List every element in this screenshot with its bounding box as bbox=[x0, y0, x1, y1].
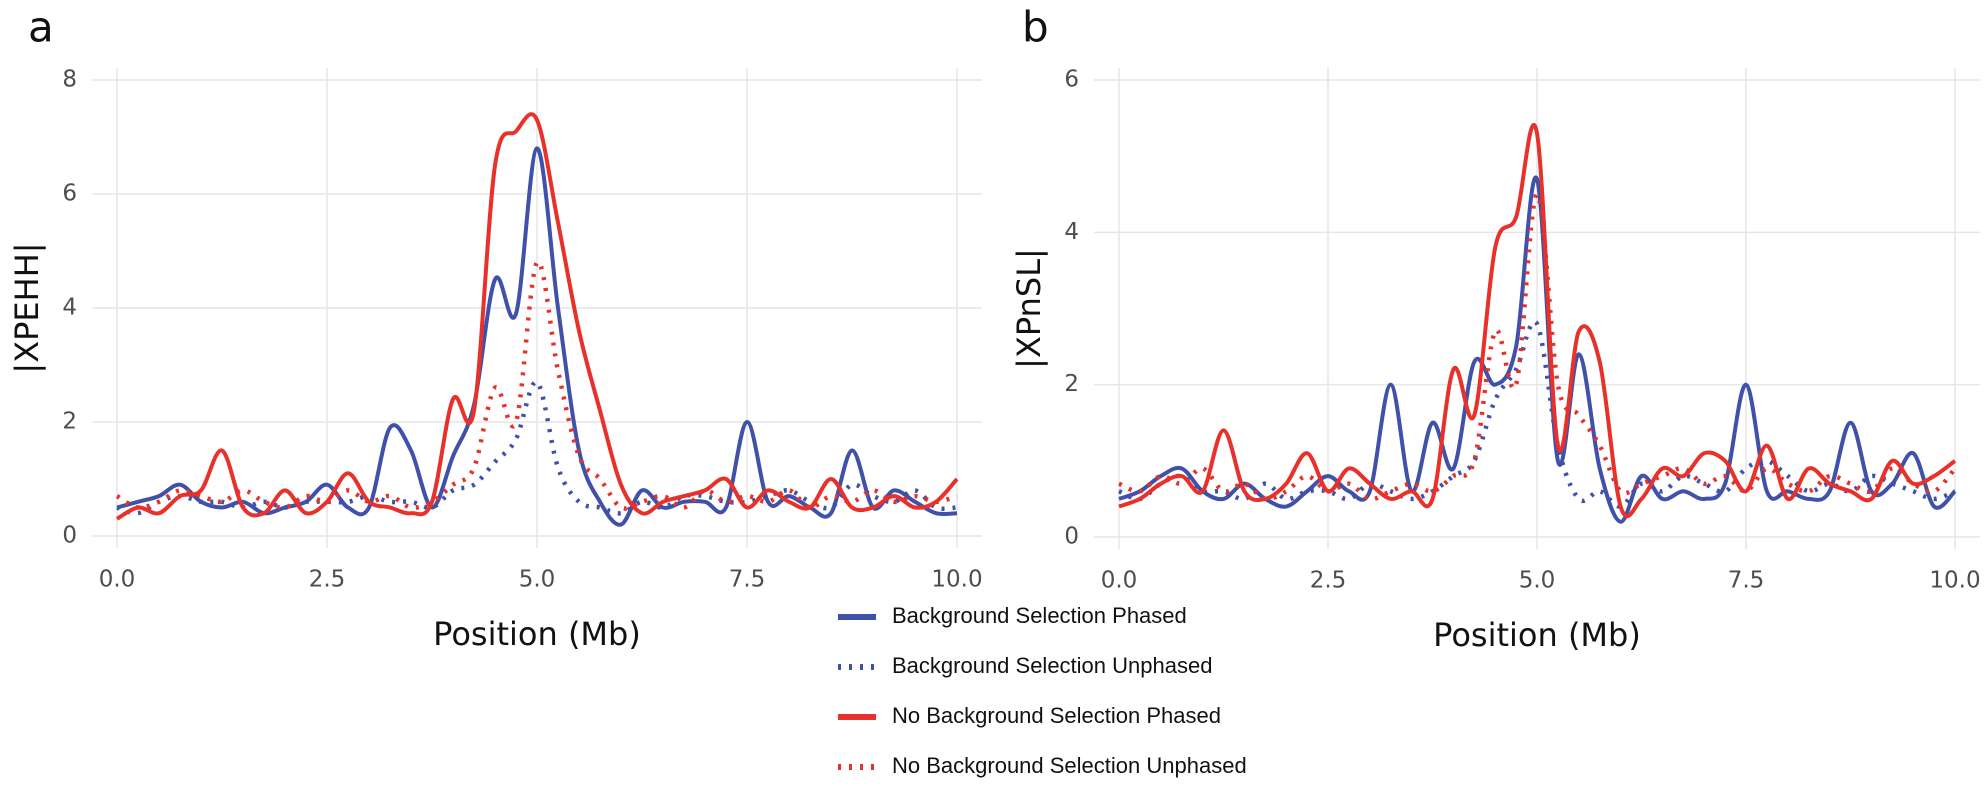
x-tick-label: 10.0 bbox=[1929, 568, 1980, 594]
y-tick-label: 0 bbox=[62, 523, 77, 549]
y-tick-label: 2 bbox=[62, 409, 77, 435]
x-axis-title: Position (Mb) bbox=[1433, 616, 1641, 654]
x-tick-label: 7.5 bbox=[1728, 568, 1765, 594]
y-tick-label: 2 bbox=[1064, 371, 1079, 397]
y-tick-label: 6 bbox=[62, 181, 77, 207]
x-tick-label: 10.0 bbox=[931, 567, 982, 593]
y-tick-label: 4 bbox=[1064, 219, 1079, 245]
y-tick-label: 8 bbox=[62, 67, 77, 93]
x-axis-title: Position (Mb) bbox=[433, 615, 641, 653]
y-axis-title: |XPEHH| bbox=[8, 242, 46, 373]
legend-label: No Background Selection Phased bbox=[892, 703, 1221, 728]
series-line bbox=[115, 259, 958, 511]
x-tick-label: 0.0 bbox=[1101, 568, 1138, 594]
y-tick-label: 4 bbox=[62, 295, 77, 321]
x-tick-label: 7.5 bbox=[729, 567, 766, 593]
legend-label: Background Selection Phased bbox=[892, 603, 1187, 628]
series-line bbox=[1118, 175, 1957, 524]
x-tick-label: 5.0 bbox=[1519, 568, 1556, 594]
x-tick-label: 2.5 bbox=[309, 567, 346, 593]
legend-label: Background Selection Unphased bbox=[892, 653, 1212, 678]
panel-label: b bbox=[1022, 3, 1049, 52]
series-line bbox=[1118, 122, 1957, 518]
panel-label: a bbox=[28, 3, 54, 52]
x-tick-label: 0.0 bbox=[99, 567, 136, 593]
y-axis-title: |XPnSL| bbox=[1010, 248, 1048, 369]
x-tick-label: 5.0 bbox=[519, 567, 556, 593]
y-tick-label: 6 bbox=[1064, 67, 1079, 93]
y-tick-label: 0 bbox=[1064, 524, 1079, 550]
legend-label: No Background Selection Unphased bbox=[892, 753, 1247, 778]
x-tick-label: 2.5 bbox=[1310, 568, 1347, 594]
series-line bbox=[115, 112, 959, 521]
series-line bbox=[1118, 319, 1956, 509]
series-line bbox=[1118, 192, 1957, 502]
